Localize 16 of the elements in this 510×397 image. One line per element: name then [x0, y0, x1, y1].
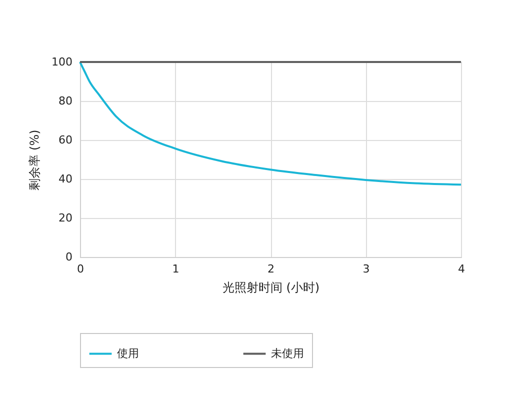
y-tick-label: 100 — [52, 56, 72, 68]
y-axis-title: 剩余率 (%) — [28, 130, 42, 190]
y-tick-label: 80 — [58, 94, 72, 108]
x-tick-label: 2 — [268, 262, 274, 276]
x-tick-label: 3 — [362, 262, 370, 276]
legend-label: 未使用 — [271, 346, 304, 360]
x-tick-label: 4 — [458, 262, 465, 276]
y-tick-label: 40 — [58, 172, 72, 186]
x-axis-title: 光照射时间 (小时) — [222, 280, 320, 294]
y-tick-label: 0 — [66, 250, 72, 264]
legend-label: 使用 — [117, 346, 139, 360]
y-tick-label: 20 — [58, 212, 72, 224]
line-series — [79, 61, 462, 186]
x-tick-label: 0 — [77, 262, 84, 276]
x-tick-label: 1 — [172, 262, 180, 276]
y-tick-label: 60 — [58, 134, 72, 146]
